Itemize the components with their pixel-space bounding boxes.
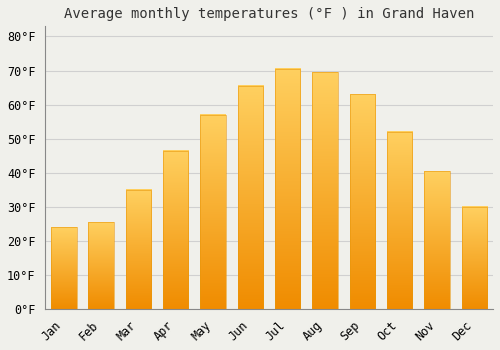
Title: Average monthly temperatures (°F ) in Grand Haven: Average monthly temperatures (°F ) in Gr… <box>64 7 474 21</box>
